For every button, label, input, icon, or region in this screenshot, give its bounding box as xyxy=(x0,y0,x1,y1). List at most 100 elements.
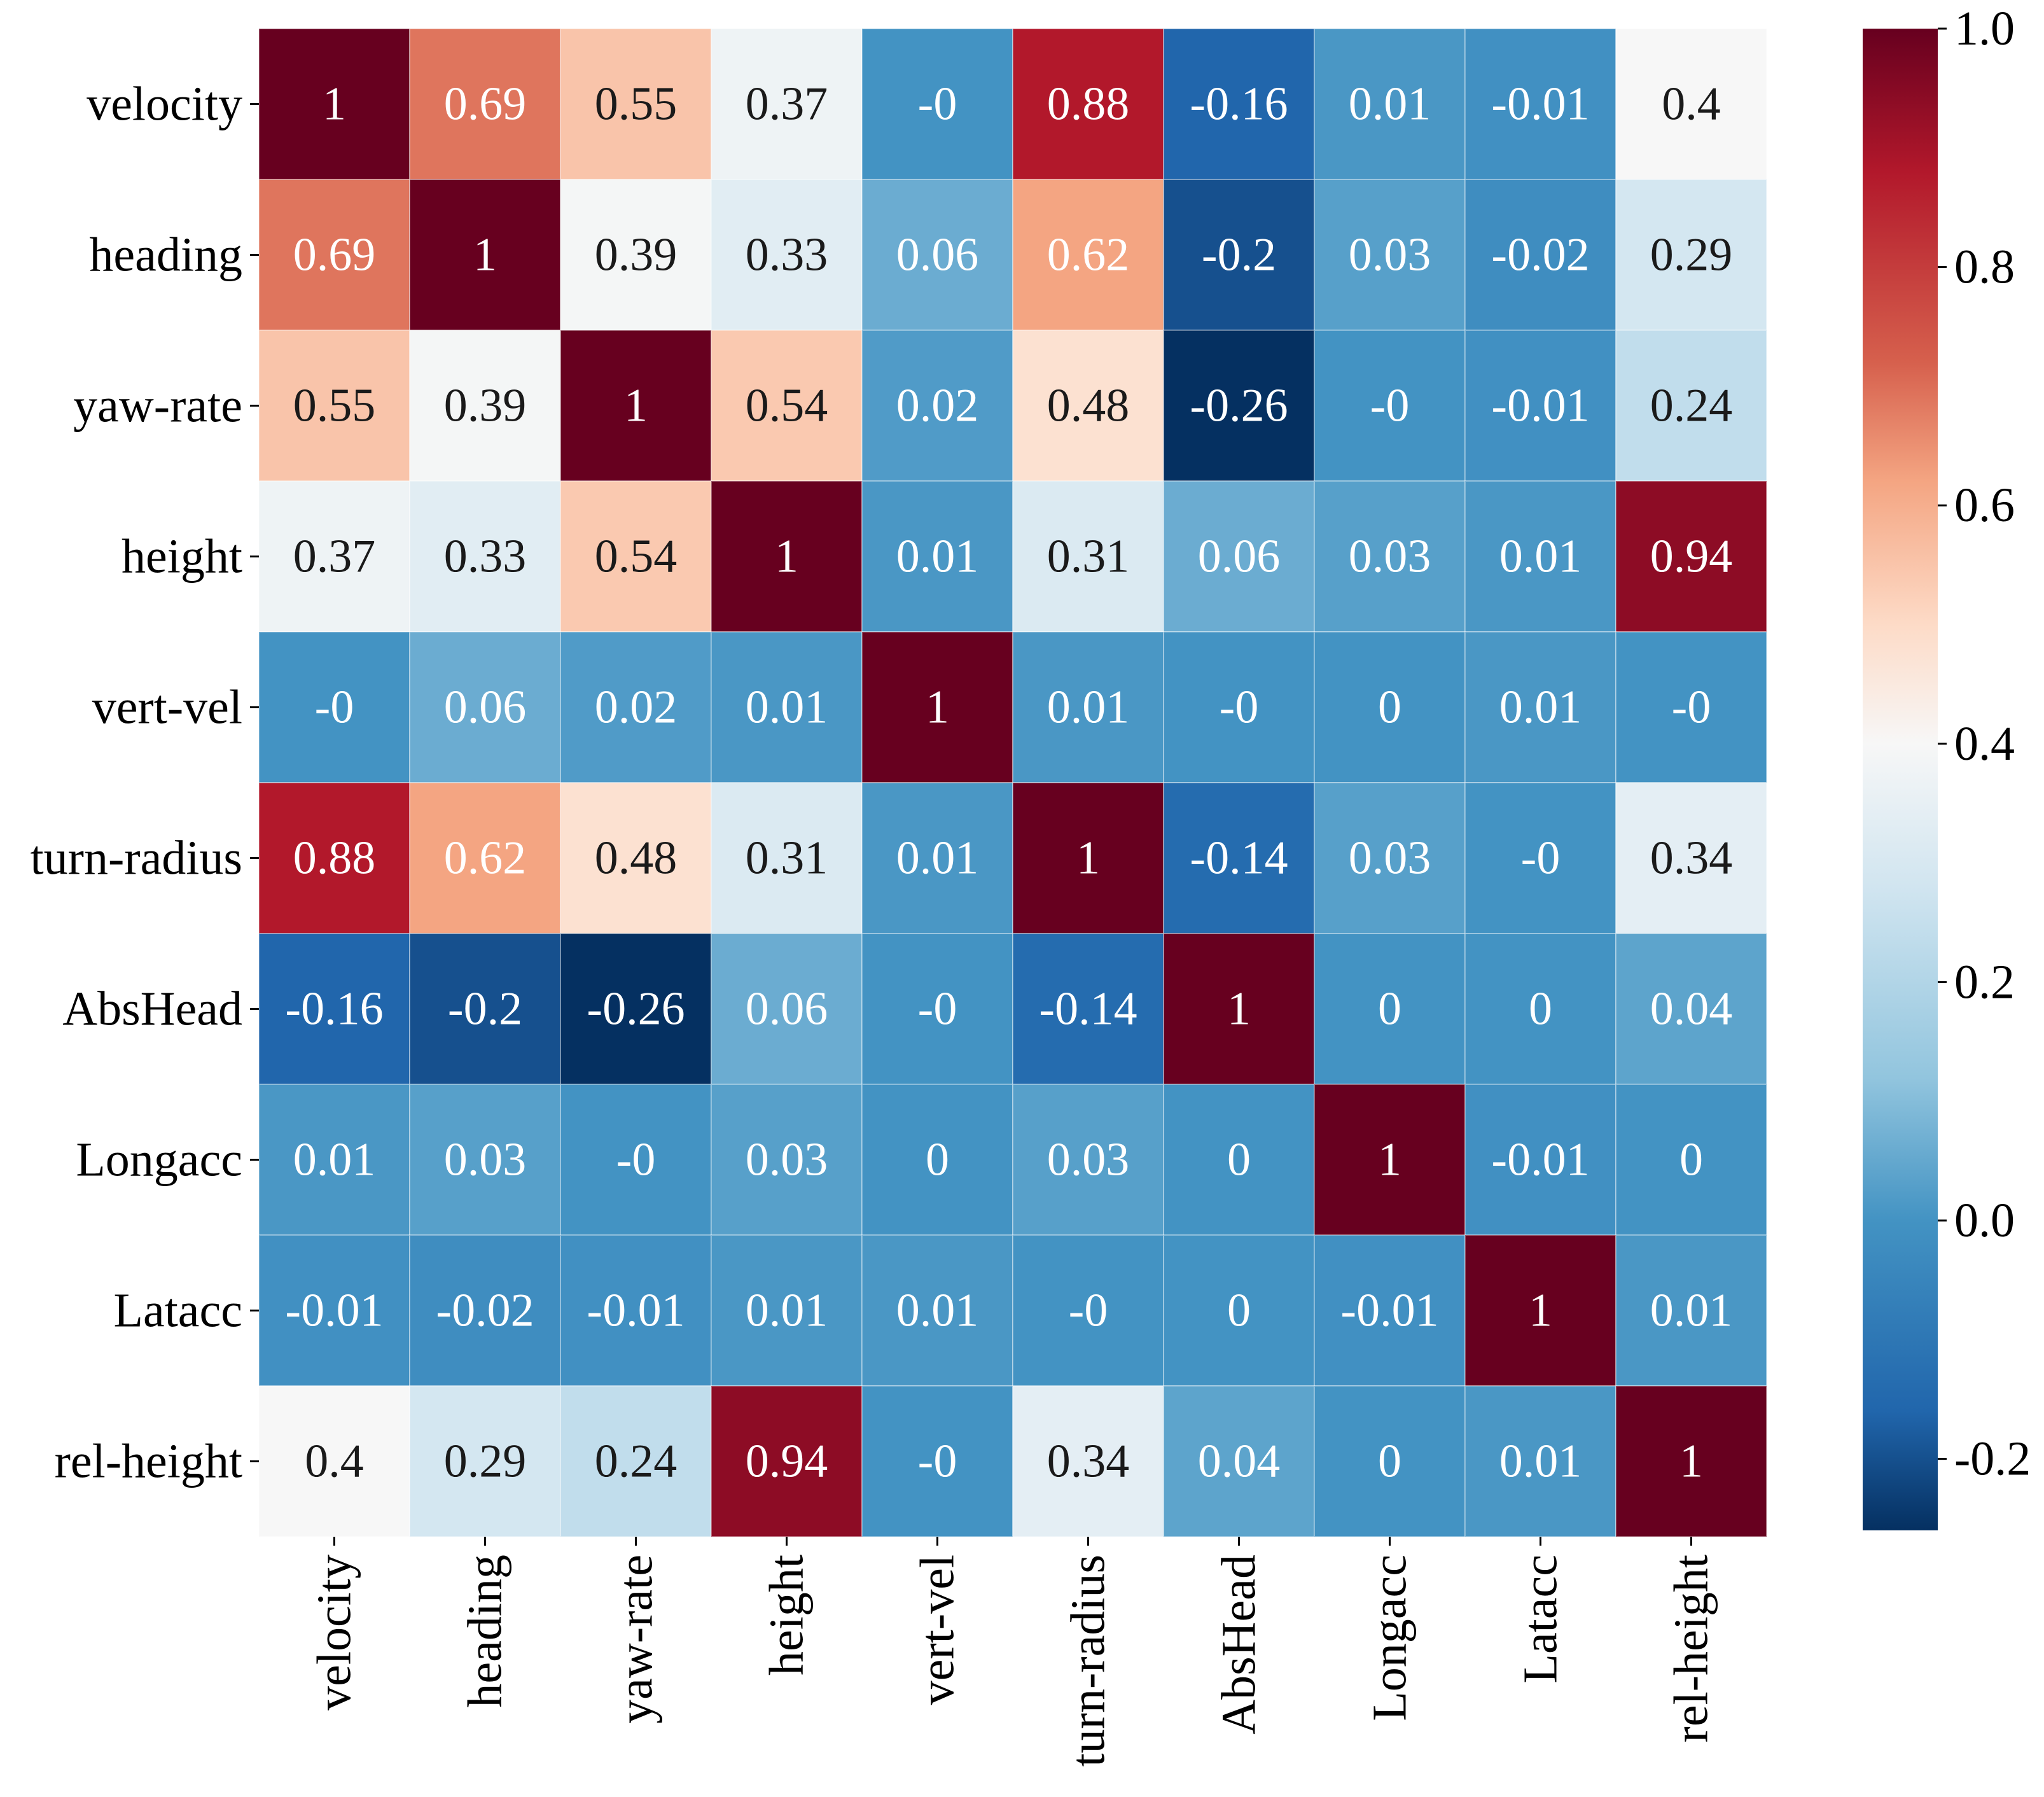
heatmap-cell-velocity-yaw-rate xyxy=(560,28,712,180)
heatmap-cell-Latacc-velocity xyxy=(258,1234,410,1387)
heatmap-cell-turn-radius-AbsHead xyxy=(1163,782,1315,934)
cell-value-label-velocity-heading: 0.69 xyxy=(444,78,527,130)
heatmap-cell-heading-height xyxy=(711,179,863,331)
cell-value-label-velocity-yaw-rate: 0.55 xyxy=(595,78,678,130)
cell-value-label-vert-vel-vert-vel: 1 xyxy=(926,682,949,734)
y-tick-label-vert-vel: vert-vel xyxy=(92,681,242,734)
x-tick-label-yaw-rate: yaw-rate xyxy=(609,1555,663,1724)
cell-value-label-Longacc-rel-height: 0 xyxy=(1679,1134,1703,1186)
cell-value-label-vert-vel-Latacc: 0.01 xyxy=(1499,682,1582,734)
heatmap-cell-heading-turn-radius xyxy=(1012,179,1164,331)
heatmap-cell-yaw-rate-Longacc xyxy=(1314,330,1466,482)
heatmap-cell-yaw-rate-yaw-rate xyxy=(560,330,712,482)
heatmap-cell-yaw-rate-rel-height xyxy=(1615,330,1767,482)
cell-value-label-height-AbsHead: 0.06 xyxy=(1198,531,1281,583)
cell-value-label-Latacc-Latacc: 1 xyxy=(1529,1285,1552,1337)
heatmap-cell-turn-radius-velocity xyxy=(258,782,410,934)
heatmap-cell-Latacc-turn-radius xyxy=(1012,1234,1164,1387)
cell-value-label-Latacc-vert-vel: 0.01 xyxy=(896,1285,979,1337)
cell-value-label-AbsHead-turn-radius: -0.14 xyxy=(1039,983,1137,1035)
cell-value-label-turn-radius-yaw-rate: 0.48 xyxy=(595,832,678,885)
cell-value-label-AbsHead-Latacc: 0 xyxy=(1529,983,1552,1035)
heatmap-cell-velocity-rel-height xyxy=(1615,28,1767,180)
heatmap-cell-yaw-rate-vert-vel xyxy=(861,330,1013,482)
cell-value-label-rel-height-rel-height: 1 xyxy=(1679,1436,1703,1488)
cell-value-label-vert-vel-Longacc: 0 xyxy=(1378,682,1401,734)
cell-value-label-Longacc-Longacc: 1 xyxy=(1378,1134,1401,1186)
heatmap-cell-yaw-rate-AbsHead xyxy=(1163,330,1315,482)
cell-value-label-yaw-rate-AbsHead: -0.26 xyxy=(1190,380,1288,432)
cell-value-label-rel-height-velocity: 0.4 xyxy=(305,1436,364,1488)
heatmap-cell-turn-radius-turn-radius xyxy=(1012,782,1164,934)
cell-value-label-yaw-rate-vert-vel: 0.02 xyxy=(896,380,979,432)
cell-value-label-Longacc-vert-vel: 0 xyxy=(926,1134,949,1186)
heatmap-cell-rel-height-turn-radius xyxy=(1012,1385,1164,1537)
cell-value-label-vert-vel-heading: 0.06 xyxy=(444,682,527,734)
cell-value-label-velocity-height: 0.37 xyxy=(746,78,828,130)
heatmap-cell-heading-heading xyxy=(409,179,561,331)
cell-value-label-turn-radius-AbsHead: -0.14 xyxy=(1190,832,1288,885)
y-tick-label-velocity: velocity xyxy=(87,78,242,131)
heatmap-cells xyxy=(258,28,1767,1537)
cell-value-label-Latacc-yaw-rate: -0.01 xyxy=(587,1285,685,1337)
cell-value-label-Longacc-heading: 0.03 xyxy=(444,1134,527,1186)
cell-value-label-AbsHead-heading: -0.2 xyxy=(448,983,522,1035)
heatmap-cell-vert-vel-heading xyxy=(409,631,561,783)
heatmap-cell-Longacc-height xyxy=(711,1084,863,1236)
cell-value-label-AbsHead-yaw-rate: -0.26 xyxy=(587,983,685,1035)
heatmap-cell-Latacc-height xyxy=(711,1234,863,1387)
heatmap-cell-Latacc-AbsHead xyxy=(1163,1234,1315,1387)
heatmap-cell-rel-height-velocity xyxy=(258,1385,410,1537)
cell-value-label-rel-height-heading: 0.29 xyxy=(444,1436,527,1488)
heatmap-cell-heading-Latacc xyxy=(1464,179,1616,331)
heatmap-cell-yaw-rate-heading xyxy=(409,330,561,482)
cell-value-label-vert-vel-height: 0.01 xyxy=(746,682,828,734)
heatmap-cell-turn-radius-vert-vel xyxy=(861,782,1013,934)
colorbar-tick-label--0.2: -0.2 xyxy=(1954,1432,2031,1486)
cell-value-label-AbsHead-velocity: -0.16 xyxy=(285,983,383,1035)
heatmap-cell-velocity-heading xyxy=(409,28,561,180)
cell-value-label-Longacc-turn-radius: 0.03 xyxy=(1047,1134,1130,1186)
cell-value-label-Longacc-AbsHead: 0 xyxy=(1227,1134,1251,1186)
cell-value-label-yaw-rate-Latacc: -0.01 xyxy=(1491,380,1589,432)
x-tick-label-heading: heading xyxy=(459,1555,512,1708)
colorbar-tick-label-1.0: 1.0 xyxy=(1954,2,2015,55)
heatmap-cell-vert-vel-turn-radius xyxy=(1012,631,1164,783)
cell-value-label-velocity-Latacc: -0.01 xyxy=(1491,78,1589,130)
cell-value-label-rel-height-Longacc: 0 xyxy=(1378,1436,1401,1488)
cell-value-label-Latacc-turn-radius: -0 xyxy=(1069,1285,1108,1337)
cell-value-label-vert-vel-AbsHead: -0 xyxy=(1220,682,1259,734)
cell-value-label-heading-Longacc: 0.03 xyxy=(1349,229,1431,281)
cell-value-label-velocity-Longacc: 0.01 xyxy=(1349,78,1431,130)
heatmap-cell-rel-height-height xyxy=(711,1385,863,1537)
cell-value-label-height-heading: 0.33 xyxy=(444,531,527,583)
cell-value-label-heading-heading: 1 xyxy=(473,229,497,281)
heatmap-cell-heading-AbsHead xyxy=(1163,179,1315,331)
heatmap-cell-vert-vel-Longacc xyxy=(1314,631,1466,783)
heatmap-cell-AbsHead-Latacc xyxy=(1464,933,1616,1085)
heatmap-cell-Longacc-AbsHead xyxy=(1163,1084,1315,1236)
colorbar-tick-label-0.4: 0.4 xyxy=(1954,717,2015,771)
heatmap-cell-AbsHead-rel-height xyxy=(1615,933,1767,1085)
cell-value-label-yaw-rate-velocity: 0.55 xyxy=(293,380,376,432)
heatmap-cell-height-Longacc xyxy=(1314,480,1466,633)
colorbar-tick-label-0.0: 0.0 xyxy=(1954,1194,2015,1247)
colorbar-tick-label-0.6: 0.6 xyxy=(1954,479,2015,532)
cell-value-label-yaw-rate-turn-radius: 0.48 xyxy=(1047,380,1130,432)
heatmap-cell-height-rel-height xyxy=(1615,480,1767,633)
cell-value-label-height-rel-height: 0.94 xyxy=(1650,531,1733,583)
heatmap-cell-Longacc-turn-radius xyxy=(1012,1084,1164,1236)
y-tick-label-Latacc: Latacc xyxy=(114,1284,242,1338)
cell-value-label-vert-vel-yaw-rate: 0.02 xyxy=(595,682,678,734)
cell-value-label-yaw-rate-height: 0.54 xyxy=(746,380,828,432)
cell-value-label-height-yaw-rate: 0.54 xyxy=(595,531,678,583)
heatmap-cell-velocity-velocity xyxy=(258,28,410,180)
x-tick-label-turn-radius: turn-radius xyxy=(1062,1555,1115,1766)
y-tick-label-rel-height: rel-height xyxy=(55,1435,242,1488)
cell-value-label-vert-vel-turn-radius: 0.01 xyxy=(1047,682,1130,734)
cell-value-label-velocity-velocity: 1 xyxy=(323,78,346,130)
cell-value-label-heading-rel-height: 0.29 xyxy=(1650,229,1733,281)
x-tick-label-height: height xyxy=(760,1555,814,1675)
cell-value-label-AbsHead-vert-vel: -0 xyxy=(918,983,957,1035)
cell-value-label-heading-turn-radius: 0.62 xyxy=(1047,229,1130,281)
